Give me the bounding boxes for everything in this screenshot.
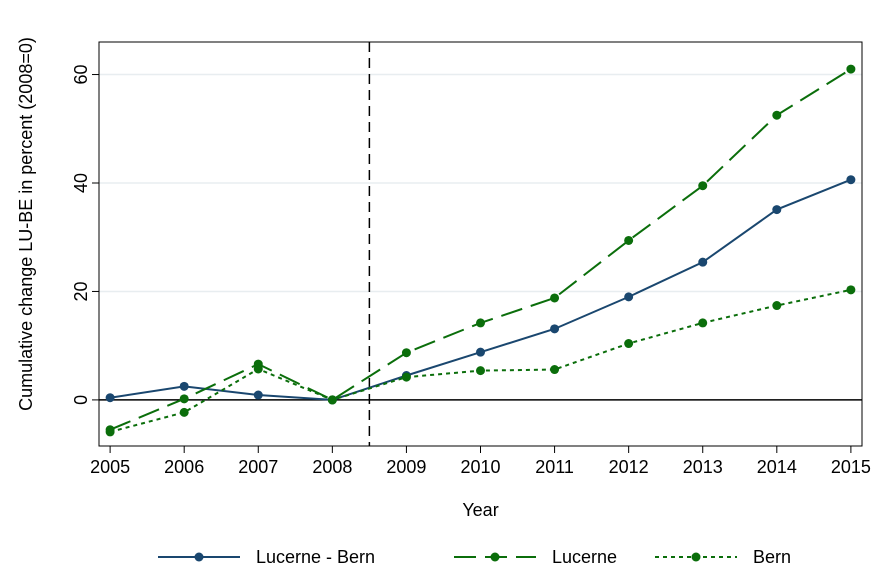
legend-item: Lucerne - Bern xyxy=(158,547,375,567)
data-point xyxy=(550,293,560,303)
data-point xyxy=(698,181,708,191)
x-tick-label: 2007 xyxy=(238,457,278,477)
axes: 2005 2006 2007 2008 2009 2010 2011 2012 2013 2014… xyxy=(71,65,871,477)
data-point xyxy=(401,348,411,358)
series-bern xyxy=(105,285,856,437)
x-tick-label: 2015 xyxy=(831,457,871,477)
legend-marker xyxy=(691,552,701,562)
data-point xyxy=(698,257,708,267)
x-tick-label: 2010 xyxy=(460,457,500,477)
data-point xyxy=(476,347,485,357)
x-tick-label: 2012 xyxy=(609,457,649,477)
data-point xyxy=(327,395,337,405)
data-point xyxy=(179,407,189,417)
gridlines xyxy=(99,73,862,293)
x-tick-label: 2006 xyxy=(164,457,204,477)
data-point xyxy=(624,339,634,349)
y-tick-label: 20 xyxy=(71,281,91,301)
legend-marker xyxy=(490,552,500,562)
y-axis-title: Cumulative change LU-BE in percent (2008… xyxy=(16,37,36,411)
x-tick-label: 2008 xyxy=(312,457,352,477)
y-tick-label: 0 xyxy=(71,395,91,405)
data-point xyxy=(105,393,115,403)
data-point xyxy=(253,390,263,400)
data-point xyxy=(401,372,411,382)
data-point xyxy=(772,110,782,120)
data-point xyxy=(253,364,263,374)
data-point xyxy=(179,381,189,391)
data-point xyxy=(846,285,856,295)
reference-lines xyxy=(99,42,862,446)
data-point xyxy=(476,366,485,376)
y-tick-label: 60 xyxy=(71,65,91,85)
data-point xyxy=(698,318,708,328)
legend: Lucerne - Bern Lucerne Bern xyxy=(158,547,791,567)
data-point xyxy=(772,205,782,215)
x-tick-label: 2013 xyxy=(683,457,723,477)
data-point xyxy=(772,301,782,311)
legend-item: Lucerne xyxy=(454,547,617,567)
legend-label: Lucerne xyxy=(552,547,617,567)
series-group xyxy=(105,64,856,437)
x-tick-label: 2014 xyxy=(757,457,797,477)
y-tick-label: 40 xyxy=(71,173,91,193)
x-axis-title: Year xyxy=(462,500,498,520)
legend-item: Bern xyxy=(655,547,791,567)
x-tick-label: 2011 xyxy=(535,457,574,477)
data-point xyxy=(846,175,856,185)
legend-label: Lucerne - Bern xyxy=(256,547,375,567)
data-point xyxy=(550,365,560,375)
data-point xyxy=(476,318,485,328)
data-point xyxy=(624,235,634,245)
data-point xyxy=(624,292,634,302)
data-point xyxy=(179,394,189,404)
legend-label: Bern xyxy=(753,547,791,567)
x-tick-label: 2005 xyxy=(90,457,130,477)
data-point xyxy=(105,427,115,437)
data-point xyxy=(846,64,856,74)
legend-marker xyxy=(194,552,204,562)
data-point xyxy=(550,324,560,334)
x-tick-label: 2009 xyxy=(386,457,426,477)
